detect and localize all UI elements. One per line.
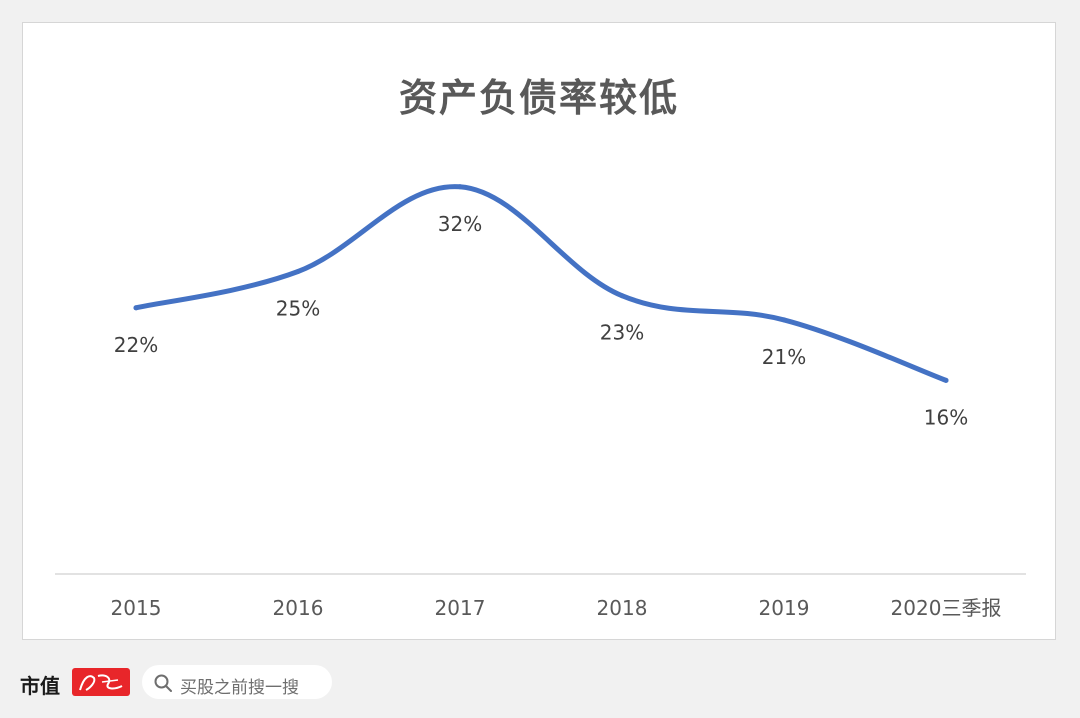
x-tick-label: 2016 xyxy=(273,596,324,620)
data-point xyxy=(133,305,139,311)
x-tick-label: 2020三季报 xyxy=(891,596,1002,620)
data-point xyxy=(457,184,463,190)
search-box[interactable]: 买股之前搜一搜 xyxy=(142,665,332,699)
data-label: 32% xyxy=(438,212,482,236)
x-tick-label: 2019 xyxy=(759,596,810,620)
x-tick-label: 2015 xyxy=(111,596,162,620)
data-label: 22% xyxy=(114,333,158,357)
data-label: 21% xyxy=(762,345,806,369)
data-point xyxy=(619,293,625,299)
search-icon xyxy=(154,674,172,692)
brand-logo xyxy=(72,668,130,696)
footer: 市值 买股之前搜一搜 xyxy=(20,662,420,702)
x-tick-layer: 2015 2016 2017 2018 2019 2020三季报 xyxy=(111,596,1002,620)
series-line xyxy=(133,184,949,383)
brand-name: 市值 xyxy=(20,674,60,698)
data-point xyxy=(943,377,949,383)
data-point xyxy=(781,317,787,323)
series-layer xyxy=(133,184,949,383)
data-label: 25% xyxy=(276,297,320,321)
data-label-layer: 22% 25% 32% 23% 21% 16% xyxy=(114,212,968,430)
data-point xyxy=(295,269,301,274)
data-label: 23% xyxy=(600,321,644,345)
x-tick-label: 2018 xyxy=(597,596,648,620)
data-label: 16% xyxy=(924,405,968,429)
x-tick-label: 2017 xyxy=(435,596,486,620)
search-placeholder: 买股之前搜一搜 xyxy=(180,678,299,698)
chart-card: 资产负债率较低 22% 25% 32% 23% 21% 16% 2015 2016 2017 2… xyxy=(22,22,1056,640)
line-chart: 22%25%32%23%21%16% 2015 2016 2017 2018 2019 2… xyxy=(55,184,1026,620)
chart-title: 资产负债率较低 xyxy=(398,76,679,120)
